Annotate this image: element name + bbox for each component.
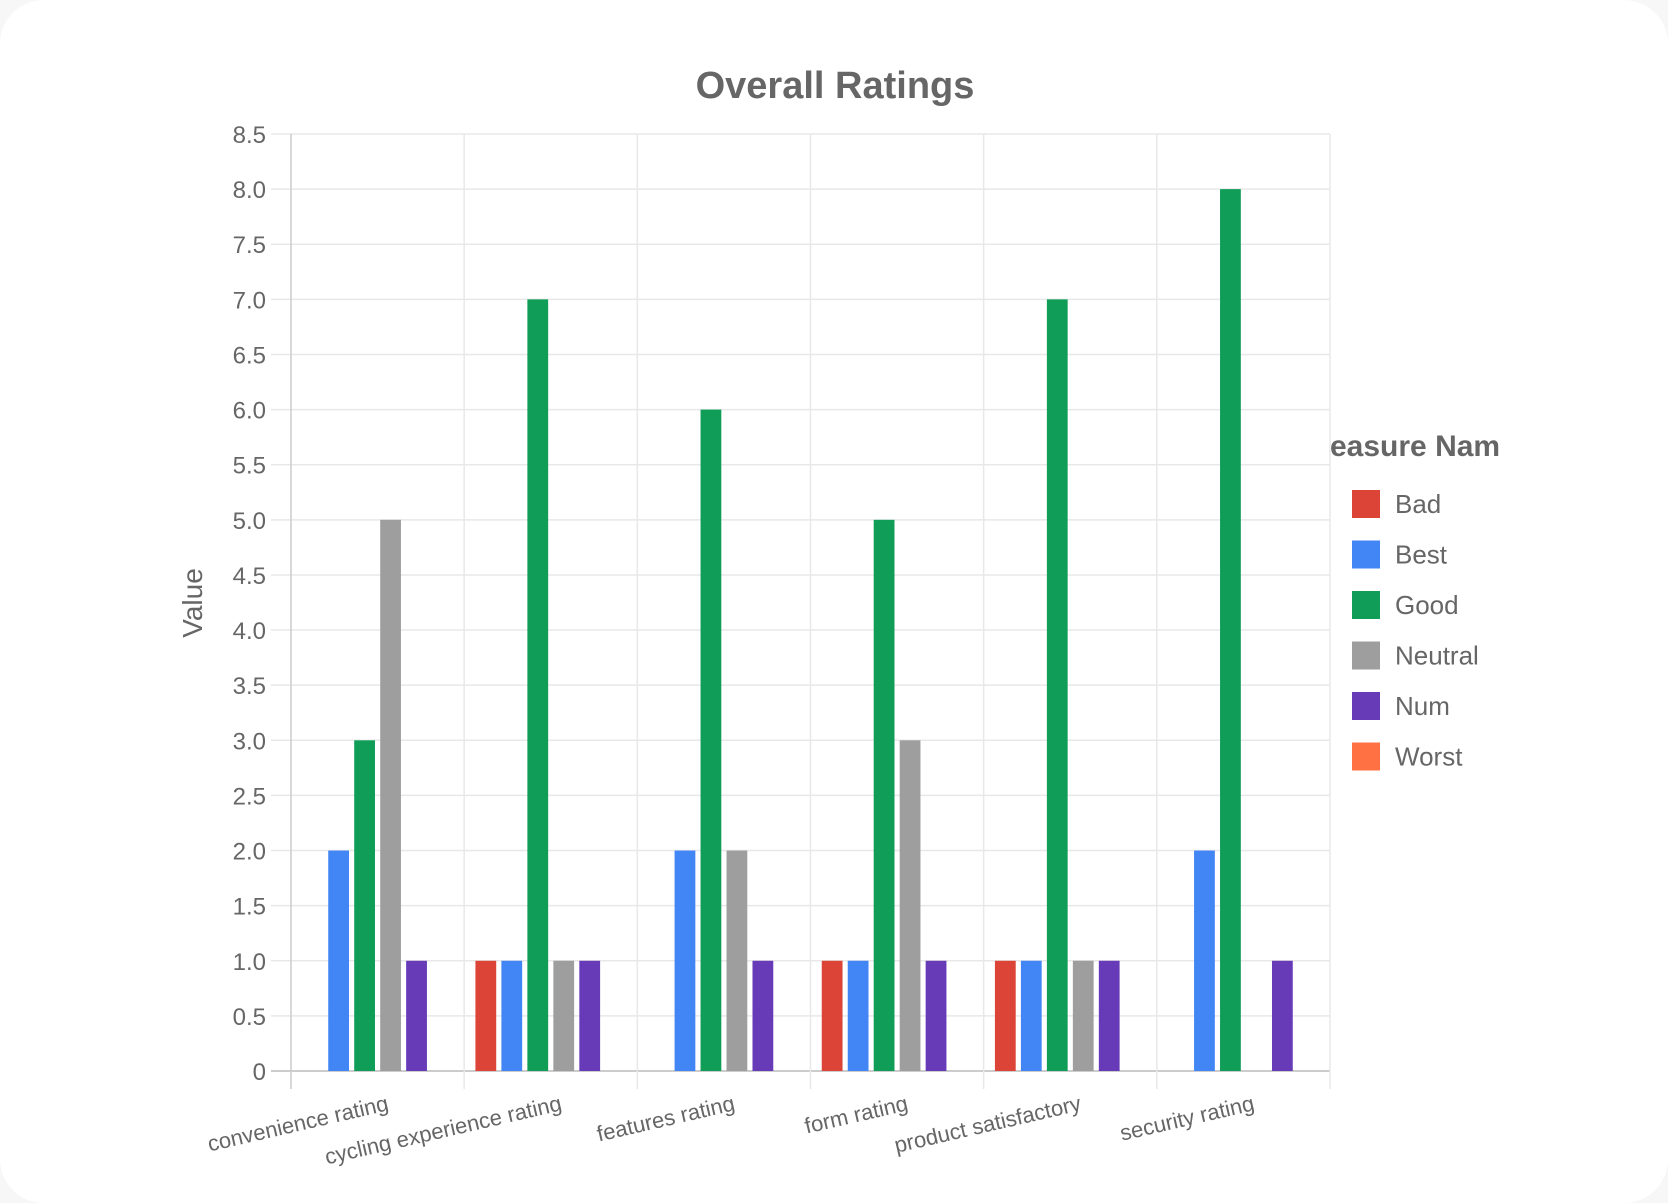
bar-bad — [475, 960, 497, 1071]
legend-label-worst[interactable]: Worst — [1395, 742, 1463, 772]
bar-best — [328, 850, 350, 1071]
legend-swatch[interactable] — [1352, 591, 1380, 619]
legend-label-bad[interactable]: Bad — [1395, 489, 1441, 519]
bars — [328, 189, 1293, 1072]
y-tick-label: 3.0 — [233, 728, 266, 755]
legend-label-best[interactable]: Best — [1395, 540, 1448, 570]
bar-best — [1194, 850, 1215, 1071]
x-tick-label: form rating — [802, 1091, 910, 1139]
bar-bad — [994, 960, 1016, 1071]
bar-num — [406, 960, 427, 1071]
legend-swatch[interactable] — [1352, 540, 1380, 569]
bar-bad — [821, 960, 843, 1071]
legend-label-good[interactable]: Good — [1395, 590, 1459, 620]
chart-title: Overall Ratings — [696, 65, 975, 107]
y-tick-label: 3.5 — [233, 673, 266, 700]
y-tick-label: 4.0 — [233, 618, 266, 645]
bar-good — [1220, 189, 1241, 1071]
bar-good — [700, 409, 722, 1071]
legend-swatch[interactable] — [1352, 641, 1380, 670]
bar-best — [1020, 960, 1042, 1071]
y-tick-label: 2.0 — [233, 839, 266, 866]
y-tick-label: 0.5 — [233, 1004, 266, 1031]
y-tick-label: 7.5 — [233, 232, 266, 259]
x-tick-label: product satisfactory — [892, 1091, 1083, 1158]
bar-num — [1271, 960, 1293, 1071]
bar-good — [873, 519, 895, 1071]
bar-num — [579, 960, 601, 1071]
bar-best — [847, 960, 869, 1071]
bar-best — [501, 960, 523, 1071]
x-tick-label: security rating — [1117, 1091, 1256, 1146]
y-axis-label: Value — [177, 568, 208, 638]
y-tick-label: 8.0 — [233, 177, 266, 204]
bar-neutral — [1072, 960, 1094, 1071]
y-tick-label: 5.0 — [233, 508, 266, 535]
y-tick-label: 4.5 — [233, 563, 266, 590]
y-tick-label: 2.5 — [233, 783, 266, 810]
bar-neutral — [380, 519, 401, 1071]
y-tick-label: 7.0 — [233, 287, 266, 314]
bar-good — [1046, 299, 1068, 1072]
legend-swatch[interactable] — [1352, 490, 1380, 518]
y-tick-label: 5.5 — [233, 453, 266, 480]
legend-label-neutral[interactable]: Neutral — [1395, 641, 1479, 671]
legend-swatch[interactable] — [1352, 692, 1380, 720]
x-tick-label: features rating — [594, 1091, 737, 1147]
legend[interactable]: Bad Best Good Neutral Num Worst — [1352, 489, 1479, 772]
bar-good — [527, 299, 549, 1072]
bar-best — [674, 850, 696, 1071]
y-tick-label: 6.0 — [233, 398, 266, 425]
bar-neutral — [899, 740, 921, 1071]
bar-neutral — [553, 960, 575, 1071]
y-tick-label: 0 — [253, 1059, 266, 1086]
bar-num — [752, 960, 774, 1071]
bar-num — [1098, 960, 1120, 1071]
bar-neutral — [726, 850, 748, 1071]
bar-good — [354, 740, 375, 1071]
y-tick-label: 6.5 — [233, 342, 266, 369]
y-tick-label: 8.5 — [233, 122, 266, 149]
legend-swatch[interactable] — [1352, 742, 1380, 771]
y-tick-label: 1.0 — [233, 949, 266, 976]
legend-title: easure Nam — [1330, 430, 1500, 463]
bar-num — [925, 960, 947, 1071]
legend-label-num[interactable]: Num — [1395, 691, 1450, 721]
y-tick-label: 1.5 — [233, 894, 266, 921]
